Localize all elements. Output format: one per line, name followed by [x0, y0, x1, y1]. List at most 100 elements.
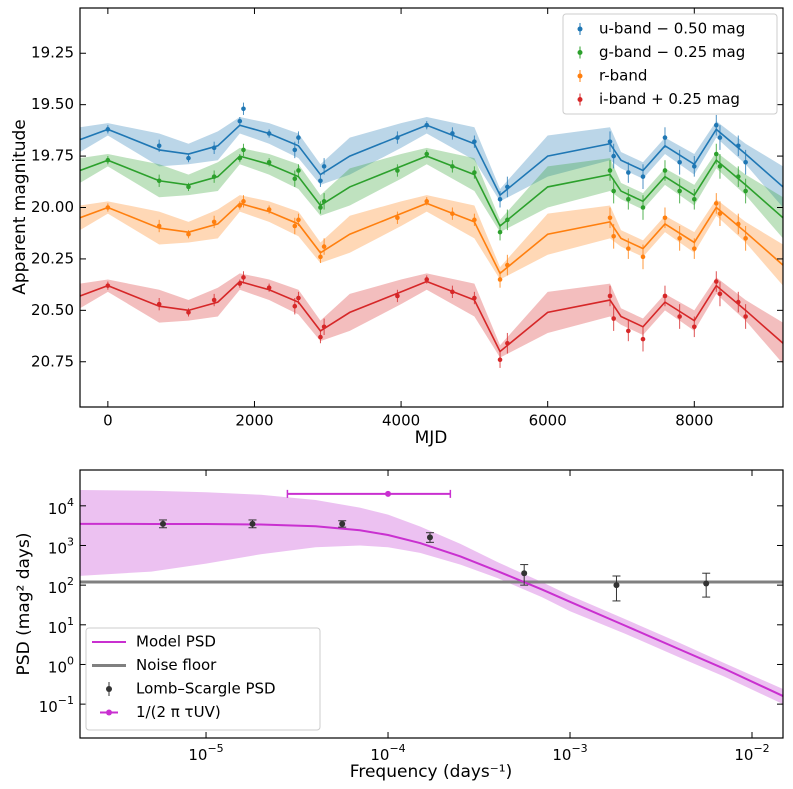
data-point [426, 534, 433, 541]
data-point [505, 340, 510, 346]
data-point [296, 135, 301, 140]
data-point [339, 520, 346, 527]
data-point [743, 188, 748, 194]
data-point [241, 275, 246, 280]
data-point [395, 168, 400, 173]
data-point [156, 143, 162, 149]
data-point [450, 131, 455, 136]
data-point [105, 127, 111, 132]
data-point [237, 281, 243, 286]
data-point [713, 122, 719, 128]
legend-label: Noise floor [136, 656, 217, 674]
data-point [266, 159, 272, 165]
data-point [713, 279, 719, 284]
data-point [292, 223, 298, 229]
data-point [186, 231, 191, 237]
data-point [611, 316, 616, 321]
y-axis-label: Apparent magnitude [10, 119, 30, 295]
data-point [292, 303, 298, 309]
data-point [318, 254, 323, 260]
legend-marker [577, 97, 583, 102]
data-point [626, 170, 631, 175]
data-point [321, 324, 327, 330]
data-point [450, 289, 455, 295]
data-point [296, 217, 301, 223]
data-point [497, 196, 503, 202]
legend-label: 1/(2 π τUV) [136, 703, 221, 721]
data-point [607, 139, 613, 144]
x-tick-label: 10−2 [734, 742, 769, 764]
data-point [318, 205, 323, 210]
data-point [395, 293, 400, 299]
model-band [80, 273, 783, 364]
data-point [105, 283, 111, 288]
data-point [424, 277, 430, 282]
data-point [266, 207, 272, 212]
data-point [424, 199, 430, 204]
model-band [80, 147, 783, 239]
data-point [713, 151, 719, 157]
data-point [292, 147, 298, 153]
y-tick-label: 20.50 [31, 301, 74, 319]
x-tick-label: 4000 [382, 412, 420, 430]
data-point [241, 199, 246, 204]
plot-area [80, 489, 783, 705]
data-point [321, 164, 327, 169]
data-point [211, 297, 217, 303]
data-point [703, 580, 710, 587]
data-point [717, 211, 723, 216]
data-point [662, 215, 668, 221]
data-point [318, 334, 323, 340]
data-point [156, 301, 162, 307]
legend-label: u-band − 0.50 mag [599, 20, 745, 38]
data-point [611, 153, 616, 159]
data-point [472, 295, 477, 301]
data-point [505, 184, 510, 190]
x-tick-label: 0 [103, 412, 113, 430]
y-tick-label: 19.75 [31, 147, 74, 165]
data-point [472, 170, 477, 175]
data-point [505, 262, 510, 268]
x-tick-label: 2000 [235, 412, 273, 430]
data-point [735, 221, 741, 227]
data-point [521, 570, 528, 577]
data-point [156, 223, 162, 229]
legend-marker [106, 686, 112, 692]
data-point [505, 217, 510, 223]
data-point [662, 135, 668, 140]
data-point [497, 357, 503, 362]
data-point [735, 143, 741, 149]
data-point [186, 310, 191, 315]
legend-box [85, 627, 321, 731]
x-tick-label: 10−4 [370, 742, 405, 764]
data-point [186, 155, 191, 161]
x-axis-label: MJD [415, 428, 448, 448]
data-point [211, 174, 217, 179]
data-point [640, 336, 646, 342]
data-point [450, 164, 455, 169]
data-point [743, 236, 748, 241]
data-point [424, 151, 430, 157]
y-tick-label: 20.00 [31, 198, 74, 216]
data-point [292, 176, 298, 182]
data-point [211, 219, 217, 225]
legend-label: Lomb–Scargle PSD [136, 680, 276, 698]
data-point [626, 246, 631, 251]
data-point [237, 118, 243, 124]
model-band [80, 117, 783, 208]
x-tick-label: 6000 [529, 412, 567, 430]
data-point [395, 215, 400, 221]
data-point [385, 490, 392, 497]
data-point [211, 145, 217, 151]
data-point [105, 205, 111, 210]
data-point [743, 314, 748, 319]
data-point [611, 188, 616, 194]
data-point [677, 314, 682, 319]
x-tick-label: 8000 [675, 412, 713, 430]
data-point [105, 157, 111, 163]
data-point [717, 291, 723, 297]
y-tick-label: 20.25 [31, 249, 74, 267]
data-point [266, 285, 272, 291]
legend-marker [577, 50, 583, 55]
x-axis-label: Frequency (days⁻¹) [350, 762, 512, 782]
